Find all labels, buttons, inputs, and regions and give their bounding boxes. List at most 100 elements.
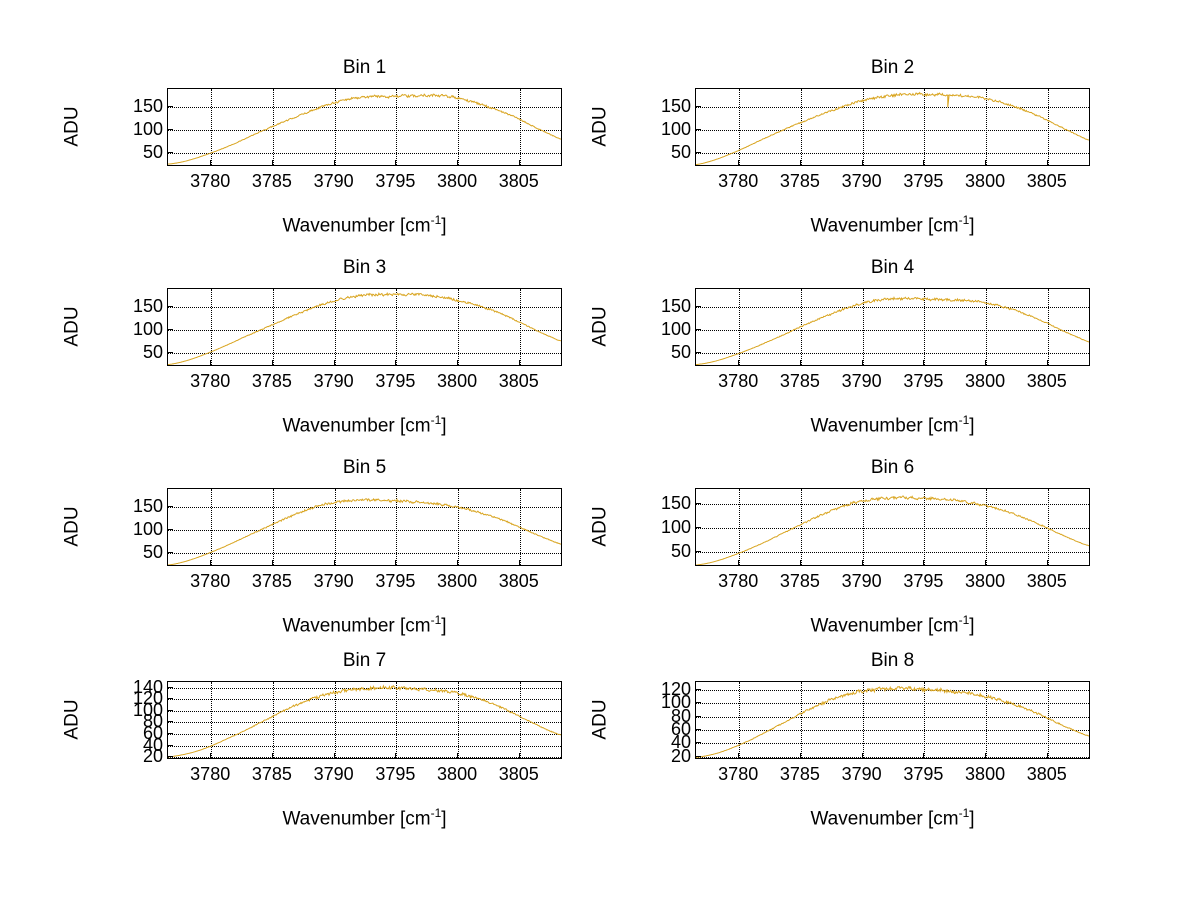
gridline-horizontal: [696, 756, 1089, 758]
x-axis-label-exponent: -1: [430, 806, 442, 820]
gridline-horizontal: [168, 710, 561, 712]
x-tick-mark: [861, 560, 863, 566]
gridline-vertical: [334, 289, 336, 365]
x-tick-label: 3795: [375, 764, 416, 784]
x-tick-mark: [210, 560, 212, 566]
y-tick-label: 40: [142, 734, 163, 755]
x-axis-label-bracket: ]: [441, 808, 447, 830]
x-tick-mark: [271, 160, 273, 166]
y-tick-mark: [167, 686, 173, 688]
x-tick-label: 3780: [718, 171, 759, 191]
y-tick-label: 50: [670, 342, 691, 363]
x-axis-label-text: Wavenumber [cm: [810, 215, 959, 237]
x-axis-label: Wavenumber [cm-1]: [695, 414, 1090, 435]
y-tick-mark: [695, 527, 701, 528]
x-tick-mark: [271, 360, 273, 366]
y-tick-mark: [167, 306, 173, 308]
x-tick-mark: [738, 560, 740, 566]
panel-title: Bin 2: [870, 57, 915, 78]
x-tick-mark: [395, 753, 397, 759]
plot-area: [167, 681, 562, 759]
x-tick-mark: [457, 753, 459, 759]
x-tick-mark: [395, 160, 397, 166]
x-tick-label: 3785: [779, 571, 820, 591]
gridline-vertical: [862, 289, 864, 365]
gridline-vertical: [519, 289, 521, 365]
gridline-horizontal: [168, 330, 561, 332]
y-axis-label: ADU: [589, 699, 611, 740]
y-tick-label: 100: [132, 119, 163, 140]
y-tick-label: 100: [660, 692, 691, 713]
x-tick-label: 3805: [1026, 571, 1067, 591]
x-tick-label: 3780: [718, 764, 759, 784]
gridline-vertical: [986, 682, 988, 758]
gridline-vertical: [800, 289, 802, 365]
x-axis-label-exponent: -1: [958, 806, 970, 820]
gridline-vertical: [1047, 682, 1049, 758]
gridline-vertical: [1047, 289, 1049, 365]
x-tick-mark: [923, 560, 925, 566]
panel-title: Bin 6: [870, 457, 915, 478]
y-tick-label: 100: [660, 119, 691, 140]
y-tick-mark: [695, 742, 701, 744]
x-tick-mark: [923, 160, 925, 166]
spectrum-line: [696, 289, 1089, 365]
panel-title: Bin 4: [870, 257, 915, 278]
y-tick-label: 50: [670, 142, 691, 163]
gridline-horizontal: [168, 153, 561, 155]
plot-area: [695, 88, 1090, 166]
y-tick-label: 60: [670, 719, 691, 739]
y-tick-label: 80: [670, 705, 691, 726]
gridline-vertical: [272, 489, 274, 565]
gridline-vertical: [458, 289, 460, 365]
spectrum-line: [168, 682, 561, 758]
gridline-horizontal: [696, 743, 1089, 745]
gridline-vertical: [519, 682, 521, 758]
gridline-vertical: [862, 682, 864, 758]
gridline-horizontal: [696, 153, 1089, 155]
y-tick-mark: [695, 106, 701, 108]
gridline-horizontal: [168, 130, 561, 132]
x-tick-label: 3790: [313, 764, 354, 784]
gridline-vertical: [1047, 89, 1049, 165]
plot-area: [167, 488, 562, 566]
x-axis-label-bracket: ]: [441, 215, 447, 237]
x-tick-label: 3795: [903, 371, 944, 391]
y-tick-mark: [167, 152, 173, 154]
x-axis-label-text: Wavenumber [cm: [282, 615, 431, 637]
x-axis-label-bracket: ]: [969, 808, 975, 830]
y-tick-mark: [695, 129, 701, 131]
y-tick-label: 100: [660, 319, 691, 340]
gridline-vertical: [334, 489, 336, 565]
y-tick-mark: [695, 352, 701, 354]
spectrum-line: [168, 489, 561, 565]
x-tick-label: 3785: [251, 764, 292, 784]
y-tick-mark: [695, 689, 701, 690]
x-axis-label: Wavenumber [cm-1]: [167, 414, 562, 435]
gridline-horizontal: [696, 130, 1089, 132]
y-tick-label: 50: [670, 541, 691, 562]
gridline-vertical: [396, 89, 398, 165]
spectrum-line: [696, 489, 1089, 565]
x-tick-mark: [738, 753, 740, 759]
gridline-vertical: [211, 289, 213, 365]
gridline-vertical: [739, 289, 741, 365]
x-tick-mark: [457, 560, 459, 566]
y-tick-label: 100: [660, 517, 691, 537]
x-tick-label: 3795: [903, 571, 944, 591]
x-tick-label: 3795: [903, 171, 944, 191]
x-tick-label: 3805: [498, 171, 539, 191]
gridline-vertical: [396, 489, 398, 565]
x-tick-label: 3800: [437, 764, 478, 784]
x-axis-label-exponent: -1: [958, 213, 970, 227]
x-axis-label-exponent: -1: [430, 213, 442, 227]
x-axis-label-text: Wavenumber [cm: [282, 415, 431, 437]
x-tick-mark: [1046, 560, 1048, 566]
x-axis-label: Wavenumber [cm-1]: [167, 214, 562, 235]
x-tick-mark: [738, 160, 740, 166]
x-tick-mark: [985, 360, 987, 366]
